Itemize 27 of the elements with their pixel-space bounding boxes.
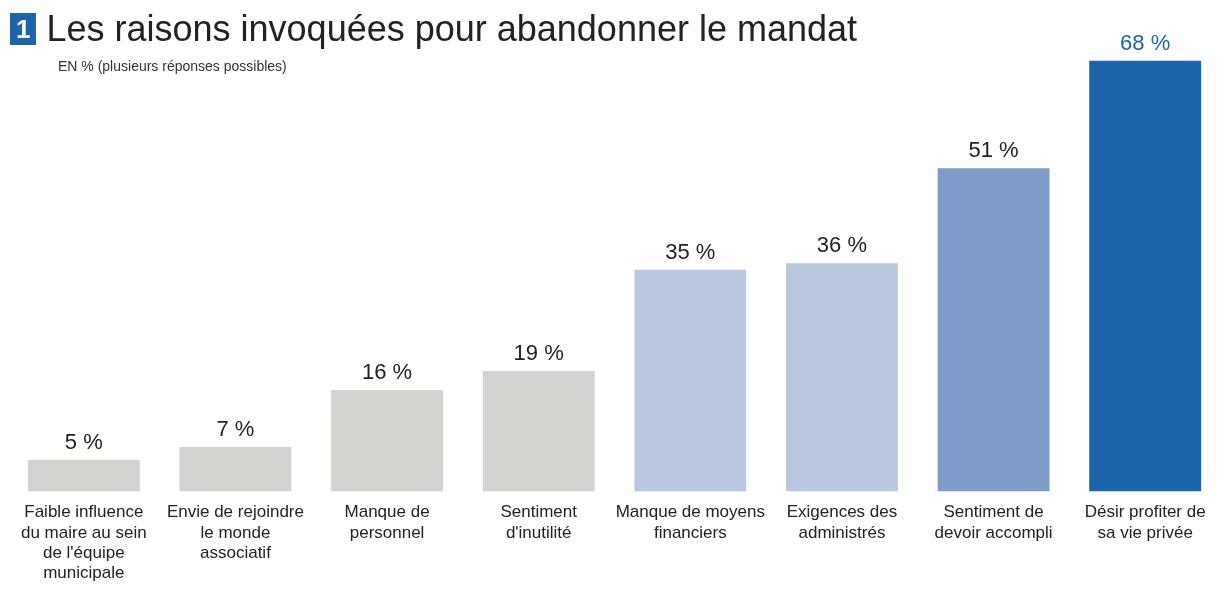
data-label: 19 % [513, 340, 564, 366]
bar [331, 390, 444, 492]
data-label: 51 % [968, 137, 1019, 163]
data-label: 5 % [64, 428, 103, 454]
bar [785, 263, 898, 492]
x-tick-label: Désir profiter de sa vie privée [1084, 502, 1206, 542]
chart-title: Les raisons invoquées pour abandonner le mandat [46, 8, 858, 50]
x-tick-label: Faible influence du maire au sein de l'équipe municipale [20, 502, 147, 583]
bar [27, 459, 140, 492]
bar [179, 447, 292, 492]
x-tick-label: Manque de personnel [344, 502, 430, 542]
x-tick-label: Sentiment de devoir accompli [934, 502, 1053, 542]
bar [634, 269, 747, 492]
x-tick-label: Envie de rejoindre le monde associatif [166, 502, 304, 563]
x-tick-label: Manque de moyens financiers [615, 502, 765, 542]
x-tick-label: Sentiment d'inutilité [500, 502, 578, 542]
data-label: 35 % [665, 238, 716, 264]
data-label: 36 % [816, 232, 868, 258]
data-label: 16 % [361, 359, 413, 385]
data-label: 7 % [216, 416, 255, 442]
text: 1 [10, 13, 37, 45]
bar [1089, 60, 1202, 492]
x-tick-label: Exigences des administrés [786, 502, 898, 542]
bar [937, 168, 1050, 492]
bar [482, 371, 595, 492]
chart-subtitle: EN % (plusieurs réponses possibles) [58, 58, 287, 74]
data-label: 68 % [1120, 29, 1171, 55]
